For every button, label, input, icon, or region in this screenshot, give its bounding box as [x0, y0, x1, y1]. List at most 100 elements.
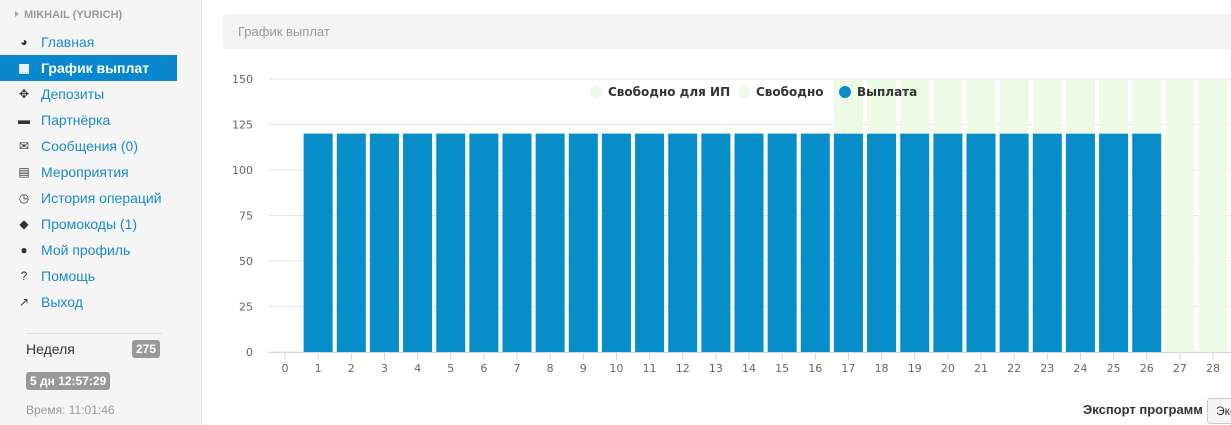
clock-icon: ◷ — [18, 191, 30, 205]
question-circle-icon: ? — [20, 269, 28, 283]
bar-Выплата — [999, 133, 1029, 352]
y-tick-label: 50 — [239, 255, 253, 268]
user-menu[interactable]: MIKHAIL (YURICH) — [15, 9, 122, 21]
x-tick-label: 4 — [414, 362, 421, 375]
bar-Выплата — [867, 133, 897, 352]
y-tick-label: 150 — [232, 73, 253, 86]
current-time: Время: 11:01:46 — [26, 403, 115, 417]
caret-right-icon — [15, 11, 19, 17]
bar-Свободно — [900, 79, 930, 134]
sidebar-item-4[interactable]: ✉ Сообщения (0) — [0, 133, 177, 159]
bar-Свободно — [1132, 79, 1162, 134]
sidebar-item-label: Сообщения (0) — [41, 138, 138, 154]
x-tick-label: 20 — [941, 362, 955, 375]
x-tick-label: 12 — [676, 362, 690, 375]
sidebar-item-9[interactable]: ? Помощь — [0, 263, 177, 289]
bar-Выплата — [734, 133, 764, 352]
sidebar-item-3[interactable]: ▬ Партнёрка — [0, 107, 177, 133]
sidebar-item-label: Мой профиль — [41, 242, 131, 258]
user-icon: ● — [20, 243, 28, 257]
sidebar-item-label: Мероприятия — [41, 164, 129, 180]
x-tick-label: 26 — [1140, 362, 1154, 375]
bar-Свободно — [1198, 79, 1228, 352]
x-tick-label: 22 — [1007, 362, 1021, 375]
dashboard-icon: ◕ — [20, 35, 28, 49]
countdown-badge: 5 дн 12:57:29 — [26, 372, 111, 390]
y-tick-label: 125 — [232, 119, 253, 132]
x-tick-label: 19 — [908, 362, 922, 375]
bar-Выплата — [601, 133, 631, 352]
x-tick-label: 28 — [1206, 362, 1220, 375]
bar-Выплата — [800, 133, 830, 352]
sidebar-item-2[interactable]: ✥ Депозиты — [0, 81, 177, 107]
y-tick-label: 100 — [232, 164, 253, 177]
legend-item[interactable]: Свободно для ИП — [608, 85, 730, 99]
bar-Свободно — [933, 79, 963, 134]
x-tick-label: 10 — [609, 362, 623, 375]
x-tick-label: 13 — [709, 362, 723, 375]
briefcase-icon: ▬ — [18, 113, 30, 127]
sidebar-item-7[interactable]: ◆ Промокоды (1) — [0, 211, 177, 237]
bar-Выплата — [436, 133, 466, 352]
export-label: Экспорт программ — [1083, 402, 1203, 417]
sidebar: MIKHAIL (YURICH) ◕ Главная ▦ График выплат ✥… — [0, 0, 202, 425]
bar-Выплата — [403, 133, 433, 352]
bar-Выплата — [1132, 133, 1162, 352]
export-button[interactable]: Экспорт — [1207, 398, 1231, 424]
bar-Свободно — [1099, 79, 1129, 134]
x-tick-label: 14 — [742, 362, 756, 375]
crosshairs-icon: ✥ — [18, 87, 30, 101]
sidebar-item-1[interactable]: ▦ График выплат — [0, 55, 177, 81]
y-tick-label: 25 — [239, 301, 253, 314]
sidebar-item-0[interactable]: ◕ Главная — [0, 29, 177, 55]
sidebar-item-8[interactable]: ● Мой профиль — [0, 237, 177, 263]
sidebar-item-label: Выход — [41, 294, 83, 310]
week-count-badge: 275 — [132, 340, 161, 358]
bar-Выплата — [1065, 133, 1095, 352]
x-tick-label: 9 — [580, 362, 587, 375]
legend-item[interactable]: Свободно — [756, 85, 824, 99]
divider — [26, 333, 162, 334]
legend-item[interactable]: Выплата — [857, 85, 917, 99]
x-tick-label: 23 — [1040, 362, 1054, 375]
sidebar-item-10[interactable]: ↗ Выход — [0, 289, 177, 315]
bar-Выплата — [469, 133, 499, 352]
legend-marker — [738, 86, 750, 98]
share-square-icon: ↗ — [18, 295, 30, 309]
bar-Выплата — [701, 133, 731, 352]
bar-Свободно — [1065, 79, 1095, 134]
bar-Выплата — [303, 133, 333, 352]
sidebar-item-5[interactable]: ▤ Мероприятия — [0, 159, 177, 185]
bar-Выплата — [502, 133, 532, 352]
sidebar-item-label: Промокоды (1) — [41, 216, 138, 232]
legend-marker — [590, 86, 602, 98]
tag-icon: ◆ — [19, 217, 29, 231]
bar-Выплата — [900, 133, 930, 352]
bar-Свободно — [1165, 79, 1195, 352]
x-tick-label: 16 — [808, 362, 822, 375]
sidebar-item-label: Помощь — [41, 268, 96, 284]
y-tick-label: 75 — [239, 210, 253, 223]
x-tick-label: 0 — [282, 362, 289, 375]
x-tick-label: 8 — [547, 362, 554, 375]
week-label: Неделя — [26, 341, 75, 357]
sidebar-item-label: График выплат — [41, 60, 150, 76]
x-tick-label: 5 — [447, 362, 454, 375]
x-tick-label: 3 — [381, 362, 388, 375]
bar-Выплата — [767, 133, 797, 352]
sidebar-item-label: История операций — [41, 190, 162, 206]
x-tick-label: 6 — [480, 362, 487, 375]
sidebar-item-label: Главная — [41, 34, 95, 50]
x-tick-label: 1 — [315, 362, 322, 375]
bar-Выплата — [933, 133, 963, 352]
user-name: MIKHAIL (YURICH) — [24, 9, 123, 21]
bar-Выплата — [369, 133, 399, 352]
bar-Свободно — [867, 79, 897, 134]
sidebar-item-label: Партнёрка — [41, 112, 111, 128]
sidebar-item-6[interactable]: ◷ История операций — [0, 185, 177, 211]
x-tick-label: 21 — [974, 362, 988, 375]
panel-title: График выплат — [238, 24, 330, 39]
panel-header: График выплат — [223, 14, 1231, 49]
legend-marker — [839, 86, 851, 98]
